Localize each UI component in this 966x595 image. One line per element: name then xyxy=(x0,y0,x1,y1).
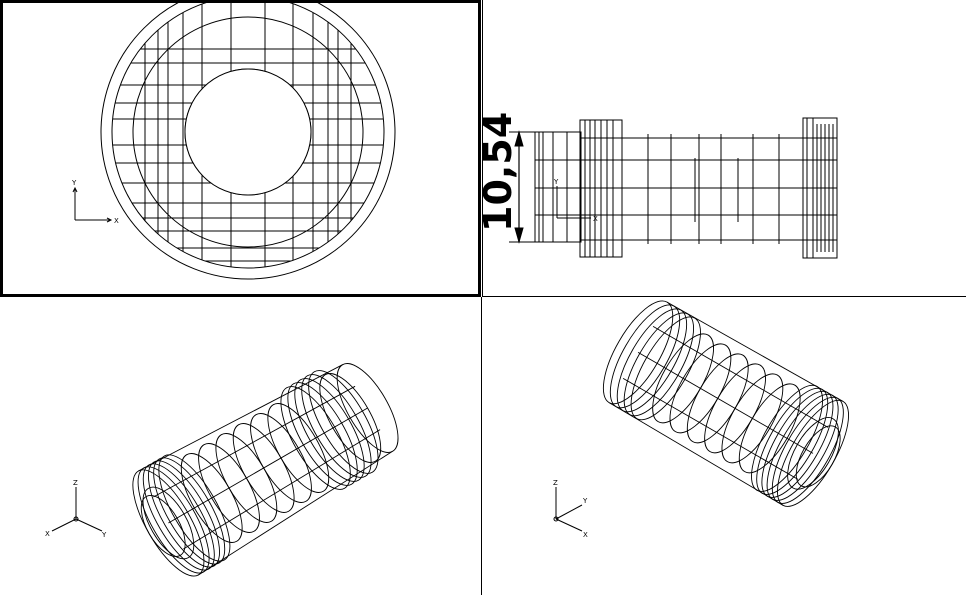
ucs-icon xyxy=(553,487,583,532)
viewport-top-view[interactable]: Y X xyxy=(0,0,481,297)
axis-label-x: X xyxy=(114,217,119,225)
dimension-text: 10,54 xyxy=(483,112,520,232)
viewport-front-view[interactable]: 10,54 xyxy=(482,0,966,297)
axis-label-y: Y xyxy=(71,179,77,187)
viewport-isometric-right[interactable]: Z Y X xyxy=(482,297,966,595)
front-view-drawing: 10,54 xyxy=(483,112,838,259)
flange-iso-left-wireframe xyxy=(132,363,399,577)
axis-label-x: X xyxy=(583,531,588,539)
axis-label-z: Z xyxy=(73,479,78,487)
flange-front-wireframe xyxy=(534,117,838,259)
iso-right-drawing: Z Y X xyxy=(553,300,850,539)
ucs-icon xyxy=(51,487,103,532)
viewport-isometric-left[interactable]: Z X Y xyxy=(0,297,482,595)
ucs-icon xyxy=(72,186,113,223)
ucs-icon xyxy=(556,186,591,219)
flange-iso-right-wireframe xyxy=(602,300,850,507)
iso-left-drawing: Z X Y xyxy=(45,363,399,577)
axis-label-x: X xyxy=(593,215,598,223)
axis-label-z: Z xyxy=(553,479,558,487)
axis-label-y: Y xyxy=(553,178,559,186)
axis-label-y: Y xyxy=(101,531,107,539)
flange-top-wireframe xyxy=(100,3,396,280)
axis-label-y: Y xyxy=(582,497,588,505)
axis-label-x: X xyxy=(45,530,50,538)
top-view-drawing: Y X xyxy=(71,3,396,280)
dimension-line xyxy=(509,130,538,244)
